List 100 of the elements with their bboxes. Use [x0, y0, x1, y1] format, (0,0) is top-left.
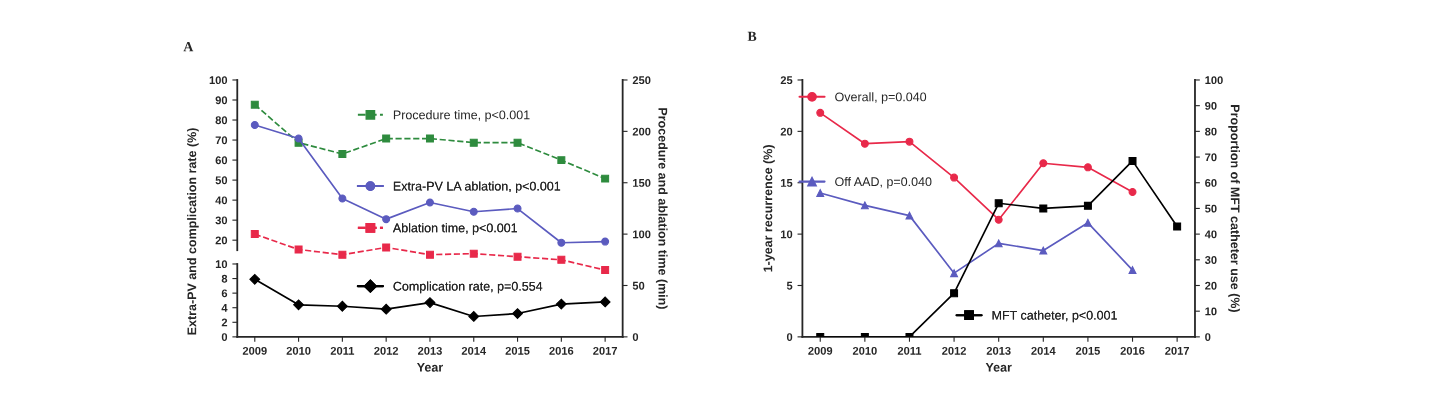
y2-tick-label: 50 [1205, 204, 1217, 213]
y-tick-label: 2 [221, 318, 228, 327]
y2-tick-label: 30 [1204, 256, 1217, 264]
x-tick-label: 2009 [242, 346, 267, 355]
point [338, 194, 347, 203]
y-tick-label: 0 [632, 333, 639, 342]
x-tick-label: 2017 [1165, 346, 1190, 355]
point [557, 238, 566, 247]
point [1128, 187, 1137, 196]
y-tick-label: 25 [780, 76, 793, 85]
legend-label: Extra-PV LA ablation, p<0.001 [393, 181, 561, 194]
point [816, 108, 825, 117]
point [557, 156, 566, 165]
point [338, 149, 347, 158]
x-tick-label: 2016 [1120, 346, 1145, 355]
y-tick-label: 0 [786, 333, 793, 342]
point [425, 198, 434, 207]
point [950, 289, 959, 298]
x-tick-label: 2014 [1031, 346, 1056, 355]
y-axis-title: Procedure and ablation time (min) [655, 108, 668, 309]
x-tick-label: 2013 [417, 346, 442, 355]
point [950, 173, 959, 182]
point [905, 211, 914, 220]
legend-label: Off AAD, p=0.040 [835, 176, 932, 189]
point [994, 215, 1003, 224]
point [294, 134, 303, 143]
y-tick-label: 0 [221, 333, 228, 342]
y-tick-label: 100 [209, 76, 228, 85]
y-tick-label: 250 [632, 76, 651, 85]
point [382, 243, 391, 252]
y2-tick-label: 10 [1205, 307, 1217, 316]
point [380, 303, 392, 315]
x-tick-label: 2016 [549, 346, 574, 355]
x-tick-label: 2015 [505, 346, 530, 355]
y-tick-label: 4 [221, 304, 228, 312]
legend-label: Ablation time, p<0.001 [392, 223, 518, 235]
point [950, 269, 959, 278]
point [336, 300, 348, 312]
point [601, 237, 610, 246]
y2-tick-label: 100 [1205, 76, 1223, 85]
point [1083, 201, 1092, 210]
point [1039, 246, 1048, 255]
point [425, 134, 434, 143]
legend-label: Overall, p=0.040 [835, 92, 927, 104]
y-tick-label: 20 [215, 236, 228, 245]
legend-label: Complication rate, p=0.554 [393, 281, 543, 294]
point [816, 189, 825, 197]
x-tick-label: 2015 [1075, 346, 1100, 355]
point [1083, 163, 1092, 172]
y-tick-label: 80 [215, 116, 228, 125]
point [601, 174, 610, 183]
point [382, 215, 391, 224]
y-tick-label: 10 [215, 260, 228, 269]
point [601, 266, 610, 275]
y2-axis-title: Proportion of MFT catheter use (%) [1228, 105, 1240, 312]
y-tick-label: 100 [633, 230, 651, 239]
y-tick-label: 40 [215, 196, 228, 205]
y-tick-label: 6 [221, 289, 228, 298]
point [1083, 218, 1092, 227]
point [250, 100, 259, 109]
point [557, 255, 566, 264]
x-tick-label: 2011 [897, 346, 922, 355]
y-tick-label: 5 [786, 281, 793, 290]
x-tick-label: 2017 [593, 346, 618, 355]
point [512, 308, 523, 319]
y-axis-title: Extra-PV and complication rate (%) [187, 128, 199, 335]
y2-tick-label: 40 [1204, 230, 1217, 239]
y-tick-label: 8 [221, 274, 228, 283]
legend-label: Procedure time, p<0.001 [393, 110, 530, 122]
x-tick-label: 2012 [942, 346, 966, 355]
y-tick-label: 200 [632, 127, 651, 136]
x-tick-label: 2010 [286, 346, 311, 355]
x-tick-label: 2012 [374, 346, 399, 355]
y-tick-label: 15 [781, 179, 793, 187]
x-tick-label: 2013 [986, 346, 1011, 355]
point [1039, 204, 1048, 213]
point [860, 201, 869, 210]
point [513, 252, 522, 261]
y-tick-label: 150 [633, 179, 651, 187]
y2-tick-label: 20 [1205, 281, 1217, 290]
point [425, 250, 434, 259]
point [250, 230, 259, 239]
y-tick-label: 30 [215, 216, 228, 225]
point [905, 137, 914, 146]
point [1173, 222, 1182, 231]
x-tick-label: 2009 [808, 346, 833, 355]
point [468, 311, 480, 322]
point [860, 139, 869, 148]
y2-tick-label: 60 [1205, 179, 1217, 187]
chart-title: B [747, 31, 757, 41]
chart-title: A [183, 42, 194, 52]
x-axis-title: Year [985, 362, 1012, 372]
point [599, 296, 611, 308]
point [469, 207, 478, 216]
point [555, 298, 567, 310]
point [424, 297, 436, 309]
point [1039, 159, 1048, 168]
point [1128, 266, 1137, 275]
point [469, 249, 478, 258]
x-tick-label: 2014 [461, 346, 487, 355]
